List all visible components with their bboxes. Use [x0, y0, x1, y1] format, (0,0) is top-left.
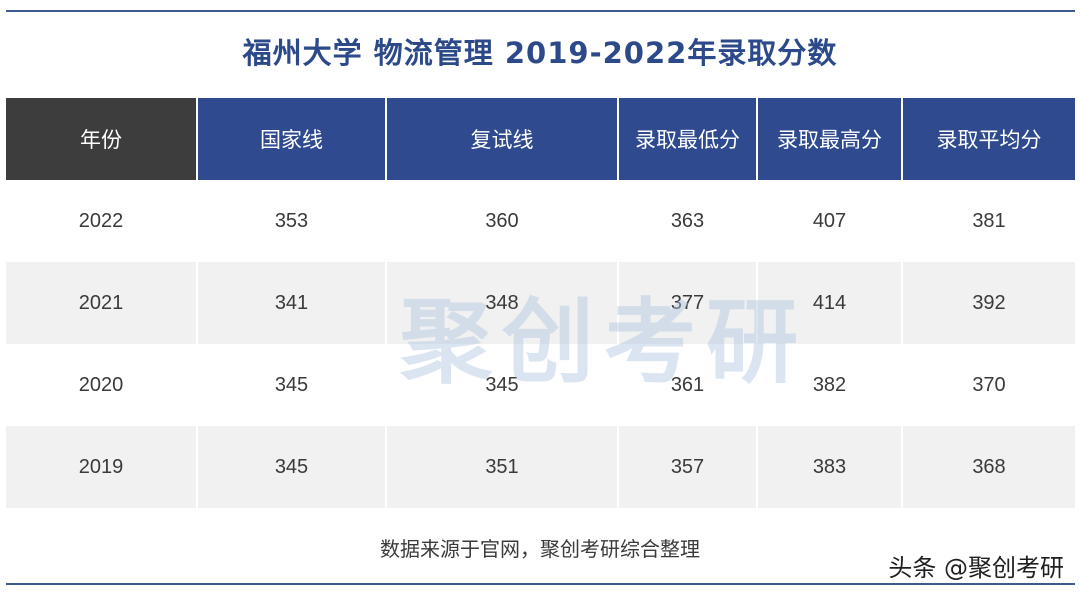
cell-year: 2020 [6, 344, 198, 426]
cell-year: 2019 [6, 426, 198, 508]
header-year: 年份 [6, 98, 198, 180]
page-title: 福州大学 物流管理 2019-2022年录取分数 [242, 36, 838, 70]
cell-national-line: 353 [197, 180, 387, 262]
data-source-note: 数据来源于官网，聚创考研综合整理 [380, 537, 700, 561]
author-credit: 头条 @聚创考研 [888, 554, 1064, 582]
header-retest-line: 复试线 [386, 98, 619, 180]
cell-avg-score: 392 [902, 262, 1075, 344]
cell-retest-line: 351 [386, 426, 619, 508]
table-row: 2021 341 348 377 414 392 [6, 262, 1075, 344]
cell-national-line: 345 [197, 426, 387, 508]
table-row: 2020 345 345 361 382 370 [6, 344, 1075, 426]
cell-avg-score: 381 [902, 180, 1075, 262]
cell-avg-score: 370 [902, 344, 1075, 426]
cell-min-score: 363 [618, 180, 758, 262]
cell-national-line: 341 [197, 262, 387, 344]
cell-min-score: 377 [618, 262, 758, 344]
header-avg-score: 录取平均分 [902, 98, 1075, 180]
cell-year: 2021 [6, 262, 198, 344]
bottom-divider [6, 583, 1075, 585]
header-max-score: 录取最高分 [757, 98, 903, 180]
top-divider [6, 10, 1075, 12]
cell-retest-line: 360 [386, 180, 619, 262]
cell-min-score: 357 [618, 426, 758, 508]
table-row: 2022 353 360 363 407 381 [6, 180, 1075, 262]
header-min-score: 录取最低分 [618, 98, 758, 180]
cell-max-score: 407 [757, 180, 903, 262]
table-row: 2019 345 351 357 383 368 [6, 426, 1075, 508]
cell-retest-line: 348 [386, 262, 619, 344]
cell-retest-line: 345 [386, 344, 619, 426]
cell-national-line: 345 [197, 344, 387, 426]
admission-score-table: 年份 国家线 复试线 录取最低分 录取最高分 录取平均分 2022 353 36… [6, 98, 1075, 508]
cell-min-score: 361 [618, 344, 758, 426]
cell-year: 2022 [6, 180, 198, 262]
cell-max-score: 382 [757, 344, 903, 426]
header-national-line: 国家线 [197, 98, 387, 180]
cell-avg-score: 368 [902, 426, 1075, 508]
table-header-row: 年份 国家线 复试线 录取最低分 录取最高分 录取平均分 [6, 98, 1075, 180]
cell-max-score: 414 [757, 262, 903, 344]
cell-max-score: 383 [757, 426, 903, 508]
